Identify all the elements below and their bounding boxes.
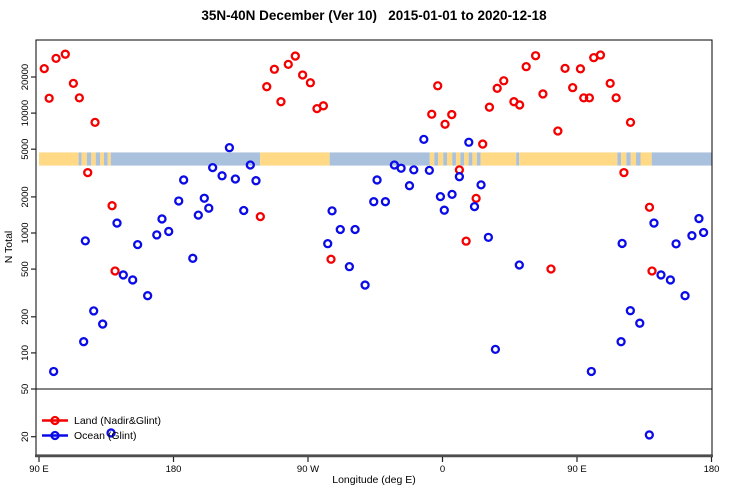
- svg-text:5000: 5000: [20, 139, 31, 160]
- legend-markers: [42, 415, 68, 441]
- legend-label-land: Land (Nadir&Glint): [74, 414, 161, 427]
- ocean-points: [48, 134, 709, 440]
- svg-text:100: 100: [20, 345, 31, 361]
- legend-label-ocean: Ocean (Glint): [74, 429, 137, 442]
- x-axis: 90 E 180 90 W 0 90 E 180: [29, 454, 720, 475]
- chart-title: 35N-40N December (Ver 10) 2015-01-01 to …: [201, 8, 547, 23]
- svg-text:500: 500: [20, 261, 31, 277]
- svg-text:50: 50: [20, 384, 31, 395]
- svg-text:20000: 20000: [20, 64, 31, 90]
- land-points: [39, 49, 657, 276]
- svg-text:180: 180: [166, 464, 182, 475]
- svg-text:2000: 2000: [20, 186, 31, 207]
- y-axis-label: N Total: [3, 230, 15, 264]
- svg-text:200: 200: [20, 309, 31, 325]
- svg-text:90 W: 90 W: [297, 464, 319, 475]
- svg-text:180: 180: [704, 464, 720, 475]
- svg-text:0: 0: [440, 464, 445, 475]
- svg-text:10000: 10000: [20, 100, 31, 126]
- y-axis: 20 50 100 200 500 1000 2000 5000 10000 20000: [20, 64, 36, 442]
- svg-text:90 E: 90 E: [29, 464, 49, 475]
- svg-text:1000: 1000: [20, 222, 31, 243]
- x-axis-label: Longitude (deg E): [332, 474, 416, 486]
- coast-band: [39, 152, 712, 166]
- svg-text:90 E: 90 E: [567, 464, 587, 475]
- svg-text:20: 20: [20, 431, 31, 442]
